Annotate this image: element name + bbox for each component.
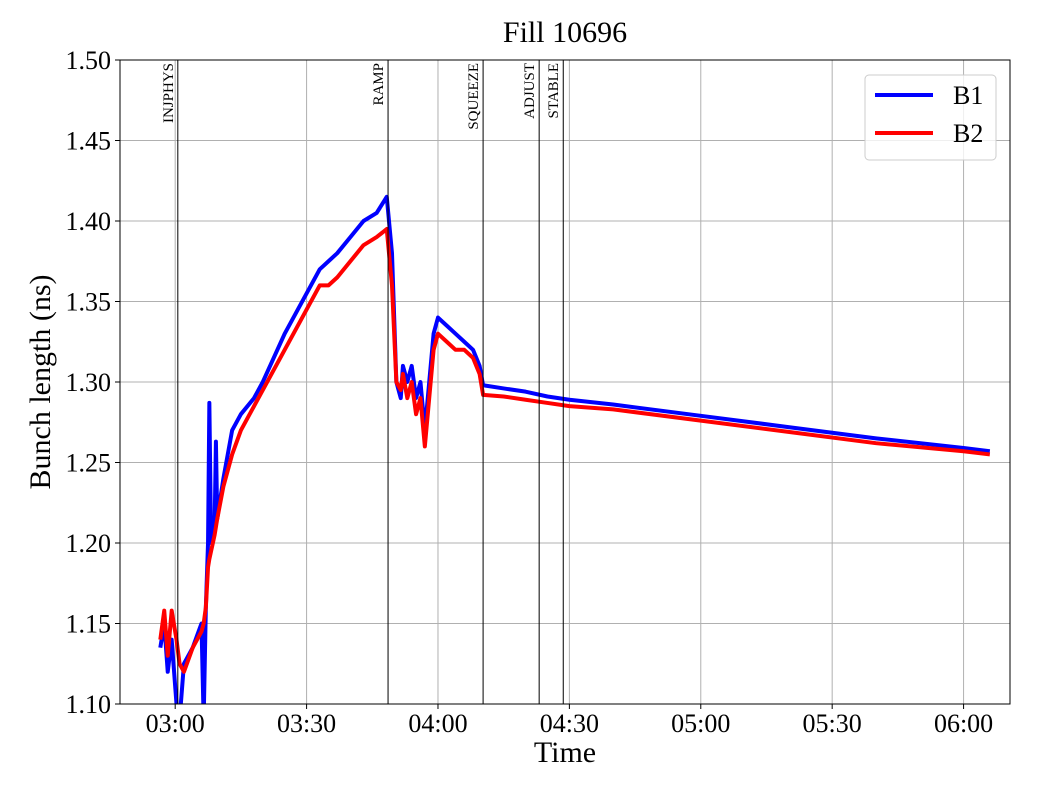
phase-label: RAMP — [371, 63, 387, 106]
plot-frame — [119, 59, 1011, 705]
y-tick-label: 1.40 — [66, 207, 112, 236]
chart-title: Fill 10696 — [503, 16, 627, 49]
y-tick-label: 1.20 — [66, 529, 112, 558]
y-tick-label: 1.15 — [66, 610, 112, 639]
plot-area — [158, 194, 991, 704]
y-tick-label: 1.25 — [66, 449, 112, 478]
x-axis-label: Time — [534, 736, 596, 769]
y-tick-label: 1.30 — [66, 368, 112, 397]
y-axis-label: Bunch length (ns) — [24, 275, 57, 490]
phase-label: STABLE — [546, 63, 562, 118]
legend-label: B2 — [953, 119, 983, 148]
y-tick-label: 1.45 — [66, 127, 112, 156]
overlay: INJPHYS RAMP SQUEEZE ADJUST STABLE B1 B2 — [119, 59, 1011, 705]
y-tick-label: 1.10 — [66, 690, 112, 719]
phase-label: INJPHYS — [161, 63, 177, 123]
x-tick-label: 03:00 — [146, 709, 205, 738]
phase-label: ADJUST — [522, 63, 538, 119]
phase-label: SQUEEZE — [466, 63, 482, 130]
series-line — [158, 194, 991, 704]
x-tick-label: 05:00 — [671, 709, 730, 738]
x-tick-label: 05:30 — [803, 709, 862, 738]
grid: 1.10 1.15 1.20 1.25 1.30 1.35 1.40 1.45 1.50 03:0… — [66, 46, 1010, 738]
x-tick-label: 04:30 — [540, 709, 599, 738]
x-tick-label: 06:00 — [934, 709, 993, 738]
series-line — [158, 227, 991, 674]
y-tick-label: 1.50 — [66, 46, 112, 75]
y-tick-label: 1.35 — [66, 288, 112, 317]
legend-label: B1 — [953, 81, 983, 110]
x-tick-label: 04:00 — [408, 709, 467, 738]
x-tick-label: 03:30 — [277, 709, 336, 738]
